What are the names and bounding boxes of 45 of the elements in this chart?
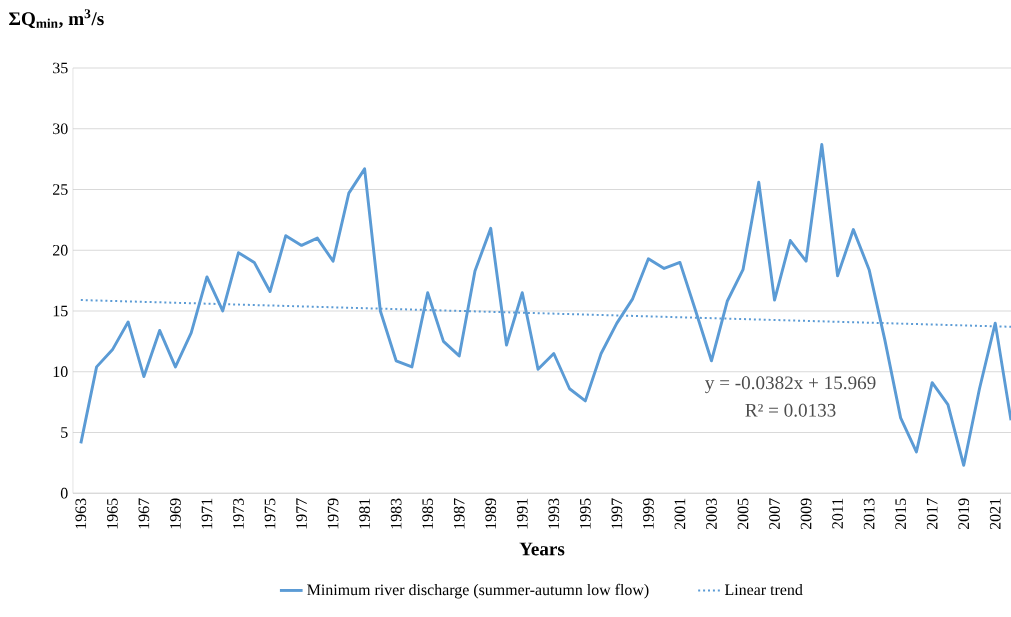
x-axis-title: Years bbox=[519, 542, 565, 556]
x-tick-label: 1985 bbox=[422, 498, 434, 529]
y-tick-label: 30 bbox=[53, 123, 68, 135]
x-tick-label: 1987 bbox=[453, 498, 465, 529]
x-tick-label: 2011 bbox=[832, 498, 843, 529]
y-tick-label: 0 bbox=[60, 487, 68, 499]
x-tick-label: 2013 bbox=[863, 498, 875, 530]
x-tick-label: 2019 bbox=[958, 498, 970, 530]
x-tick-label: 1977 bbox=[296, 498, 307, 529]
x-tick-label: 1979 bbox=[327, 498, 339, 529]
x-tick-label: 1981 bbox=[359, 498, 370, 529]
y-tick-label: 25 bbox=[53, 184, 68, 195]
annotation: y = -0.0382x + 15.969 bbox=[705, 376, 876, 394]
legend-label: Minimum river discharge (summer-autumn low flow) bbox=[307, 583, 649, 599]
y-tick-label: 15 bbox=[53, 305, 68, 317]
x-tick-label: 2021 bbox=[989, 498, 1001, 530]
x-tick-label: 1993 bbox=[548, 498, 560, 529]
x-tick-label: 1963 bbox=[75, 498, 87, 529]
annotation: R² = 0.0133 bbox=[745, 403, 836, 417]
x-tick-label: 1969 bbox=[170, 498, 181, 529]
x-tick-label: 1971 bbox=[201, 498, 213, 529]
x-tick-label: 1973 bbox=[233, 498, 244, 529]
y-axis-title: ΣQ$_{min}$, m$^{3}$/s bbox=[9, 9, 104, 29]
x-tick-label: 1997 bbox=[611, 498, 623, 529]
line-series bbox=[79, 143, 1011, 467]
y-tick-label: 5 bbox=[61, 427, 68, 438]
x-tick-label: 1965 bbox=[106, 498, 118, 529]
x-tick-label: 2015 bbox=[895, 498, 907, 530]
y-tick-label: 10 bbox=[53, 366, 68, 378]
y-tick-label: 35 bbox=[53, 62, 68, 74]
x-tick-label: 2005 bbox=[737, 498, 749, 530]
x-tick-label: 1995 bbox=[579, 498, 591, 529]
x-tick-label: 1989 bbox=[485, 498, 497, 529]
x-tick-label: 2007 bbox=[769, 498, 780, 530]
x-tick-label: 2003 bbox=[706, 498, 717, 530]
x-tick-label: 2009 bbox=[800, 498, 812, 530]
x-tick-label: 1999 bbox=[643, 498, 654, 529]
x-tick-label: 1991 bbox=[516, 498, 528, 529]
x-tick-label: 2001 bbox=[674, 498, 686, 530]
x-tick-label: 2017 bbox=[926, 498, 938, 530]
x-tick-label: 1983 bbox=[390, 498, 402, 529]
x-tick-label: 1967 bbox=[138, 498, 150, 529]
y-tick-label: 20 bbox=[53, 244, 68, 256]
x-tick-label: 1975 bbox=[264, 498, 276, 529]
legend-label: Linear trend bbox=[724, 584, 803, 596]
